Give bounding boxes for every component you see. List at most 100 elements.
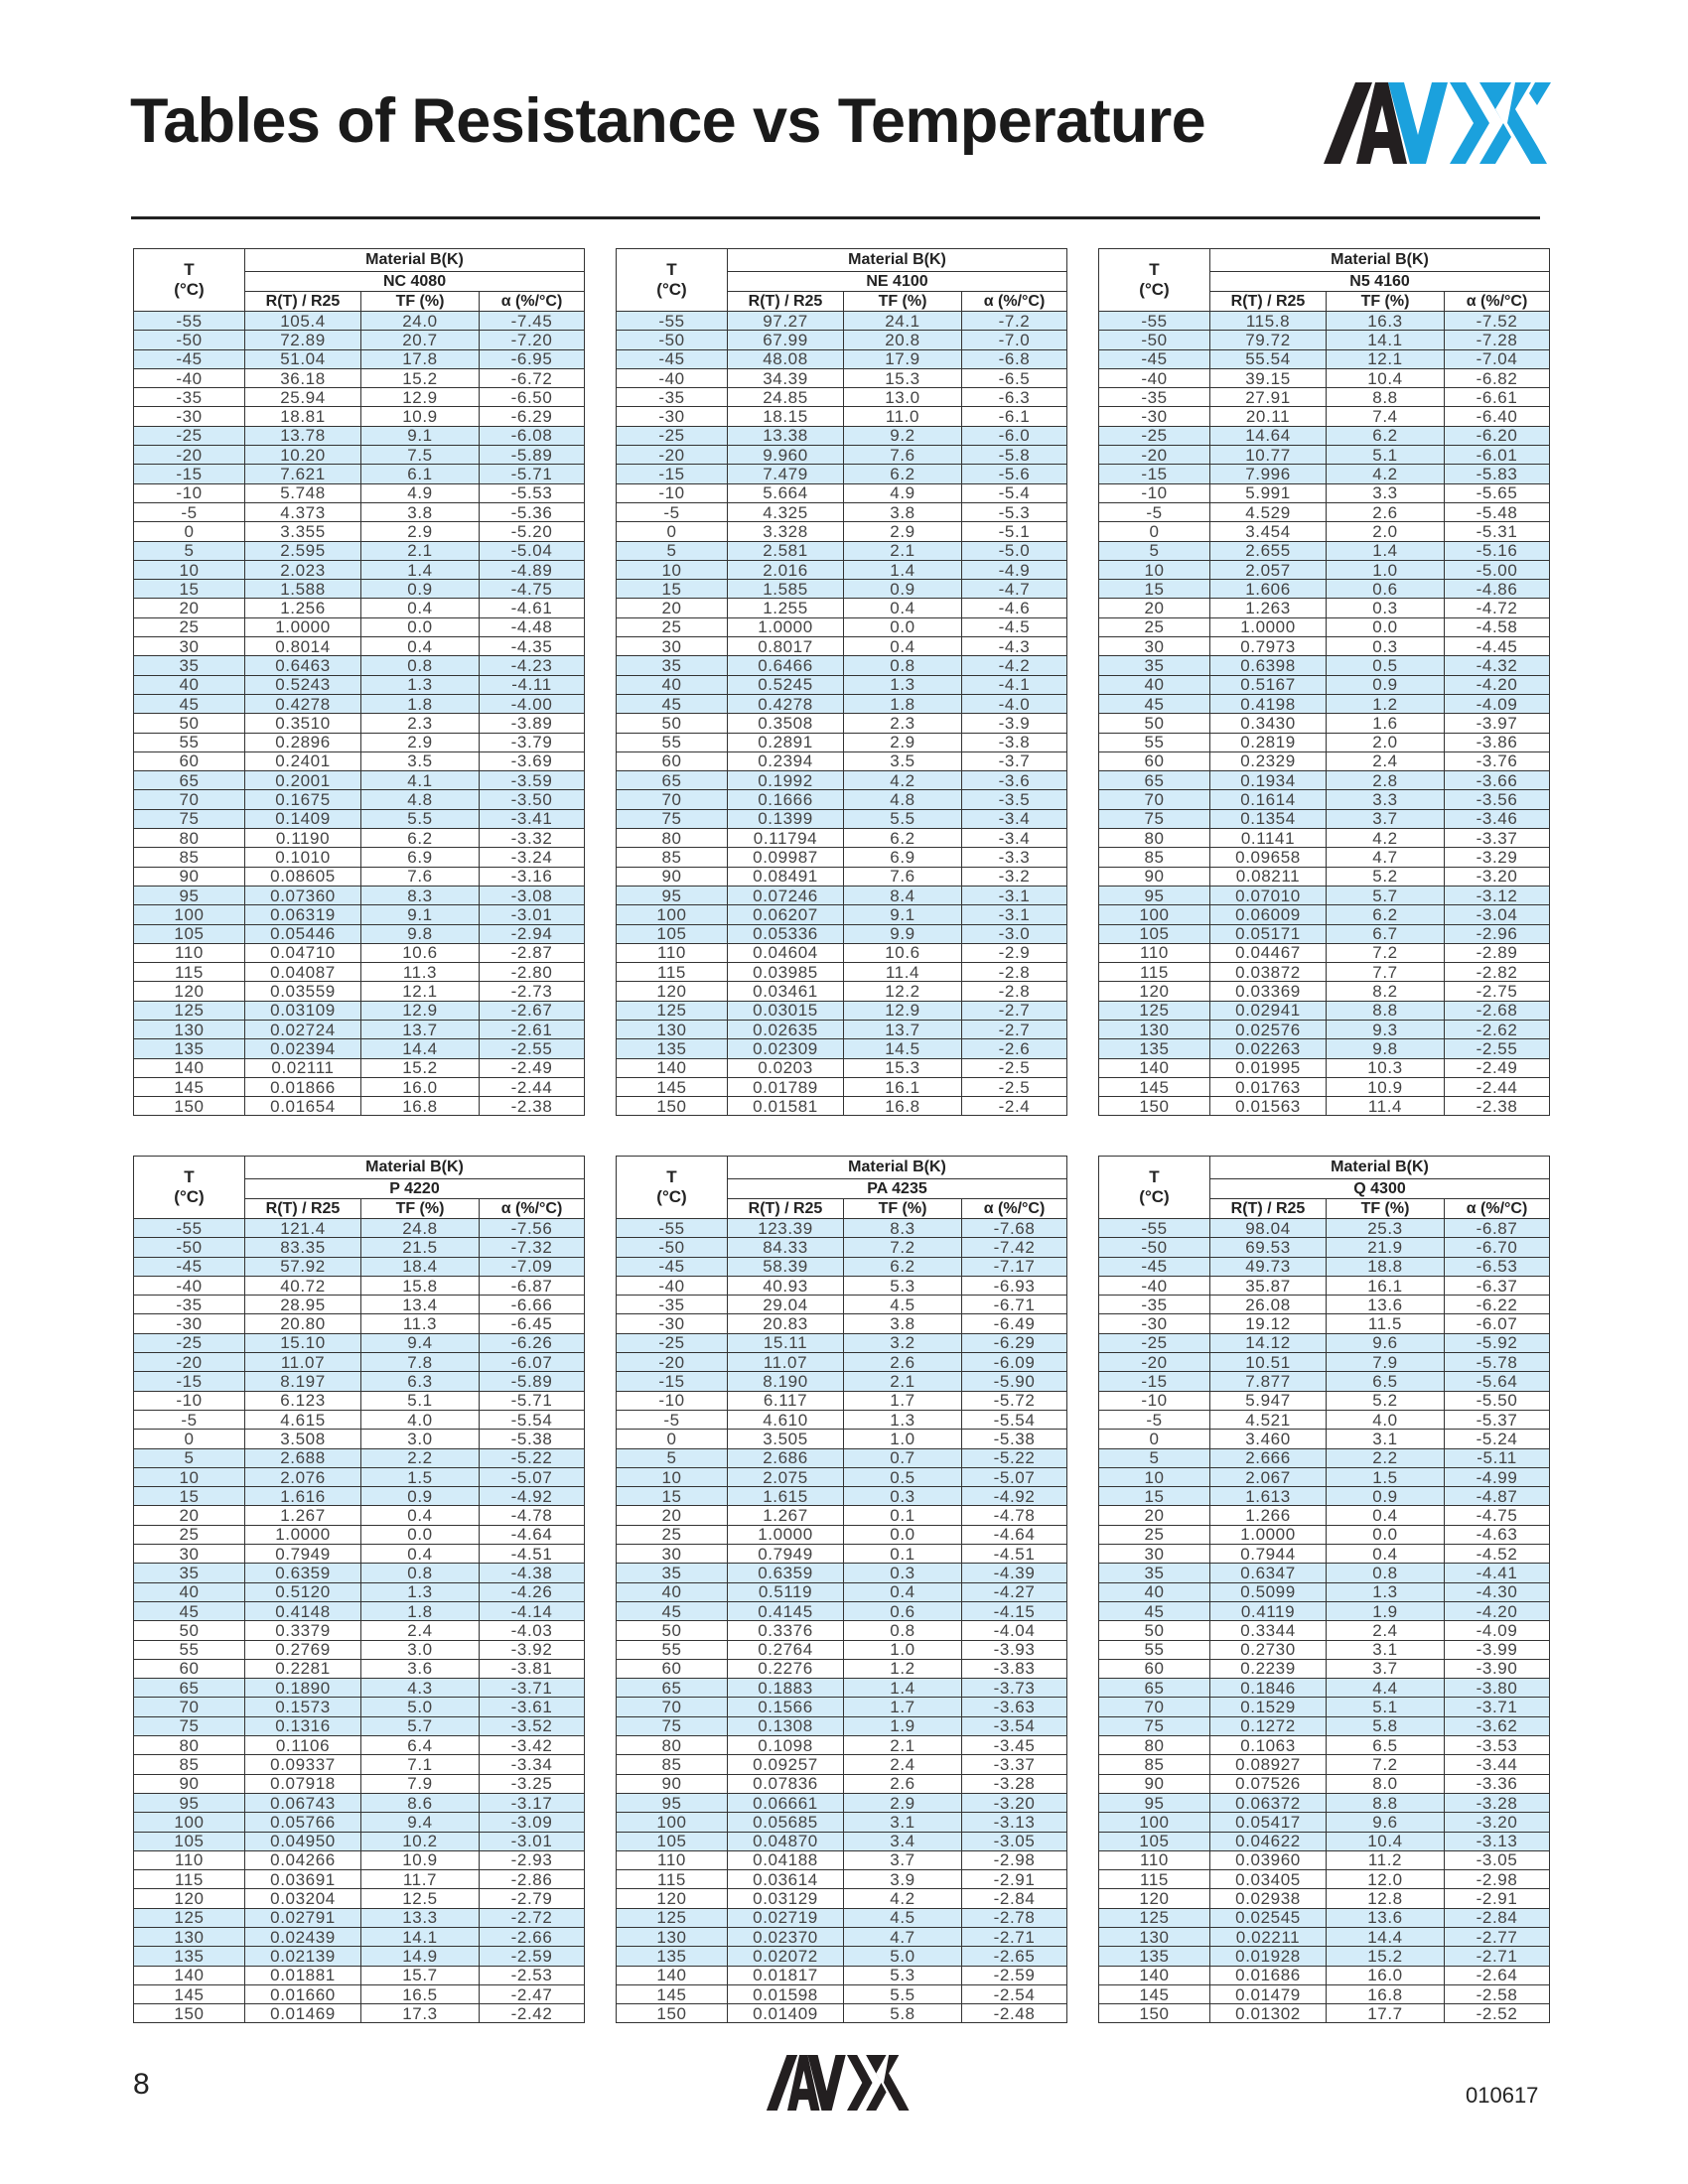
resistance-ratio-cell: 0.02111 [244,1057,361,1078]
temperature-cell: 5 [1098,540,1210,561]
resistance-ratio-cell: 0.06319 [244,904,361,925]
table-row: 75 0.1272 5.8 -3.62 [1098,1715,1551,1737]
alpha-cell: -2.79 [478,1888,586,1909]
table-row: 95 0.06372 8.8 -3.28 [1098,1792,1551,1814]
tolerance-factor-cell: 0.4 [843,636,962,657]
tolerance-factor-cell: 6.3 [360,1371,480,1392]
tolerance-factor-cell: 7.9 [360,1773,480,1794]
tolerance-factor-cell: 1.2 [843,1658,962,1680]
alpha-cell: -3.3 [960,847,1068,868]
resistance-ratio-cell: 0.1190 [244,828,361,849]
table-row: 80 0.1190 6.2 -3.32 [133,828,586,849]
resistance-ratio-cell: 0.06009 [1209,904,1327,925]
resistance-ratio-cell: 48.08 [727,348,844,369]
resistance-ratio-cell: 9.960 [727,445,844,466]
tolerance-factor-cell: 13.0 [843,387,962,408]
table-row: 105 0.04870 3.4 -3.05 [616,1831,1068,1851]
temperature-cell: 120 [1098,981,1210,1002]
alpha-cell: -3.45 [960,1735,1068,1756]
table-row: -40 39.15 10.4 -6.82 [1098,367,1551,389]
table-row: 135 0.02309 14.5 -2.6 [616,1038,1068,1059]
alpha-cell: -3.4 [960,828,1068,849]
table-row: 135 0.02394 14.4 -2.55 [133,1038,586,1059]
tolerance-factor-cell: 6.1 [360,464,480,484]
tolerance-factor-cell: 3.5 [843,751,962,772]
tolerance-factor-cell: 6.2 [843,828,962,849]
table-row: 70 0.1566 1.7 -3.63 [616,1697,1068,1717]
tolerance-factor-cell: 2.4 [843,1754,962,1775]
tolerance-factor-cell: 3.7 [843,1849,962,1871]
tolerance-factor-cell: 7.2 [1326,1754,1445,1775]
tolerance-factor-cell: 15.3 [843,367,962,389]
alpha-cell: -3.46 [1443,808,1551,830]
table-row: 120 0.03129 4.2 -2.84 [616,1888,1068,1909]
alpha-cell: -5.6 [960,464,1068,484]
tolerance-factor-cell: 6.7 [1326,923,1445,944]
temperature-cell: 35 [133,1563,245,1583]
resistance-ratio-cell: 0.5245 [727,674,844,695]
table-row: 20 1.267 0.1 -4.78 [616,1505,1068,1526]
alpha-cell: -5.89 [478,445,586,466]
table-row: 110 0.04710 10.6 -2.87 [133,942,586,964]
t-unit: (°C) [1139,280,1170,299]
resistance-ratio-cell: 0.2401 [244,751,361,772]
table-row: -50 79.72 14.1 -7.28 [1098,330,1551,350]
temperature-cell: -40 [1098,1275,1210,1297]
table-row: 75 0.1316 5.7 -3.52 [133,1715,586,1737]
table-row: 100 0.06009 6.2 -3.04 [1098,904,1551,925]
table-row: 85 0.09337 7.1 -3.34 [133,1754,586,1775]
table-row: 0 3.508 3.0 -5.38 [133,1429,586,1449]
tolerance-factor-cell: 0.4 [1326,1505,1445,1526]
alpha-cell: -4.64 [960,1524,1068,1546]
column-header: R(T) / R25 [727,291,844,312]
resistance-ratio-cell: 0.02439 [244,1926,361,1948]
resistance-ratio-cell: 0.02394 [244,1038,361,1059]
alpha-cell: -2.86 [478,1869,586,1890]
material-name: N5 4160 [1208,271,1551,292]
tolerance-factor-cell: 3.7 [1326,1658,1445,1680]
alpha-cell: -5.89 [478,1371,586,1392]
table-row: 45 0.4148 1.8 -4.14 [133,1600,586,1622]
tolerance-factor-cell: 0.0 [360,1524,480,1546]
table-row: 55 0.2764 1.0 -3.93 [616,1639,1068,1660]
resistance-table-q-4300: T (°C) Material B(K) Q 4300 R(T) / R25 TF (%)… [1098,1156,1551,2024]
table-row: -15 8.190 2.1 -5.90 [616,1371,1068,1392]
temperature-cell: 5 [616,540,728,561]
temperature-cell: 5 [616,1447,728,1468]
alpha-cell: -3.20 [960,1792,1068,1814]
resistance-ratio-cell: 0.1409 [244,808,361,830]
tolerance-factor-cell: 0.6 [1326,579,1445,600]
alpha-cell: -7.32 [478,1237,586,1258]
alpha-cell: -4.9 [960,559,1068,581]
resistance-ratio-cell: 0.1106 [244,1735,361,1756]
alpha-cell: -6.01 [1443,445,1551,466]
tolerance-factor-cell: 16.1 [1326,1275,1445,1297]
tolerance-factor-cell: 4.1 [360,770,480,791]
alpha-cell: -6.20 [1443,425,1551,447]
table-row: 130 0.02635 13.7 -2.7 [616,1019,1068,1040]
table-row: 30 0.7949 0.1 -4.51 [616,1544,1068,1565]
temperature-cell: 95 [133,885,245,906]
temperature-cell: 10 [1098,1466,1210,1488]
temperature-cell: 55 [133,1639,245,1660]
alpha-cell: -7.56 [478,1217,586,1239]
temperature-cell: -20 [616,445,728,466]
resistance-ratio-cell: 0.07526 [1209,1773,1327,1794]
resistance-ratio-cell: 0.05766 [244,1812,361,1833]
header-divider [131,216,1540,219]
table-row: 30 0.8014 0.4 -4.35 [133,636,586,657]
alpha-cell: -3.69 [478,751,586,772]
alpha-cell: -2.38 [478,1096,586,1117]
alpha-cell: -2.68 [1443,1000,1551,1021]
tolerance-factor-cell: 16.8 [843,1096,962,1117]
resistance-ratio-cell: 4.325 [727,501,844,523]
tolerance-factor-cell: 0.0 [360,616,480,638]
alpha-cell: -4.15 [960,1600,1068,1622]
temperature-cell: 55 [616,1639,728,1660]
resistance-ratio-cell: 0.01563 [1209,1096,1327,1117]
temperature-cell: 95 [1098,1792,1210,1814]
resistance-ratio-cell: 0.2730 [1209,1639,1327,1660]
table-row: 110 0.04467 7.2 -2.89 [1098,942,1551,964]
table-row: 145 0.01479 16.8 -2.58 [1098,1983,1551,2005]
tolerance-factor-cell: 9.9 [843,923,962,944]
